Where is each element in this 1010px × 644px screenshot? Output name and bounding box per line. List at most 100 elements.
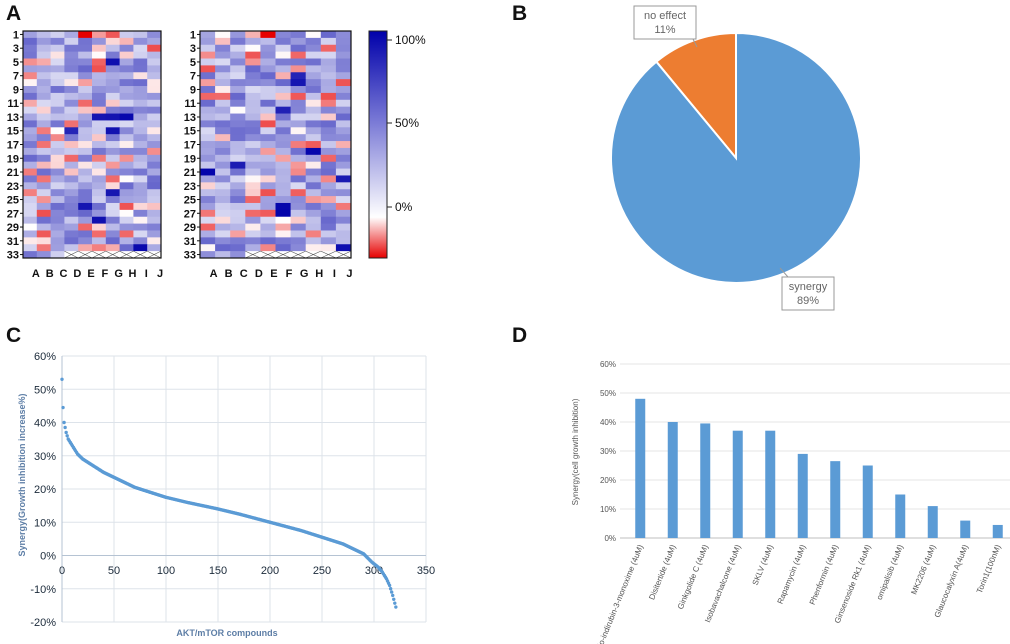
heatmap-cell — [245, 86, 261, 94]
heatmap-left-col-label: C — [60, 268, 68, 280]
heatmap-cell — [230, 51, 246, 59]
heatmap-cell — [335, 147, 352, 156]
pie-leader-line — [692, 38, 698, 48]
heatmap-cell — [133, 189, 148, 197]
heatmap-cell — [78, 31, 93, 39]
heatmap-cell — [245, 223, 261, 231]
heatmap-cell — [305, 58, 322, 66]
heatmap-cell — [290, 51, 307, 59]
heatmap-cell — [105, 99, 120, 108]
heatmap-right-row-label: 33 — [184, 250, 196, 262]
heatmap-cell — [260, 141, 276, 149]
heatmap-cell — [50, 134, 65, 142]
heatmap-cell — [335, 134, 352, 142]
heatmap-cell — [290, 58, 307, 66]
heatmap-cell — [215, 79, 231, 87]
heatmap-cell — [119, 147, 134, 156]
heatmap-cell — [275, 65, 291, 73]
heatmap-cell — [305, 72, 322, 80]
heatmap-cell — [92, 189, 107, 197]
heatmap-cell — [50, 237, 65, 245]
heatmap-cell — [215, 237, 231, 245]
heatmap-cell — [133, 202, 148, 211]
heatmap-cell — [230, 209, 246, 218]
heatmap-cell — [200, 175, 216, 183]
pie-label-no-effect-name: no effect — [644, 10, 686, 22]
heatmap-cell — [147, 237, 162, 245]
heatmap-cell — [119, 196, 134, 204]
heatmap-cell — [215, 72, 231, 80]
bar-ytick-label: 20% — [600, 476, 616, 485]
heatmap-cell — [215, 154, 231, 163]
heatmap-hatch — [305, 250, 321, 259]
heatmap-cell — [64, 106, 79, 114]
heatmap-cell — [23, 196, 38, 204]
heatmap-cell — [105, 175, 120, 183]
panel-label-c: C — [6, 324, 21, 347]
heatmap-cell — [23, 127, 38, 135]
heatmap-cell — [335, 37, 352, 46]
heatmap-cell — [92, 134, 107, 142]
heatmap-cell — [50, 127, 65, 135]
heatmap-cell — [215, 147, 231, 156]
heatmap-right-row-label: 13 — [184, 112, 196, 124]
heatmap-cell — [230, 202, 246, 211]
scatter-point — [63, 425, 67, 430]
heatmap-cell — [78, 37, 93, 46]
heatmap-cell — [50, 99, 65, 108]
heatmap-cell — [275, 86, 291, 94]
scatter-ytick-label: 0% — [40, 551, 56, 563]
heatmap-cell — [64, 31, 79, 39]
bar — [635, 398, 646, 538]
heatmap-cell — [245, 209, 261, 218]
heatmap-cell — [23, 154, 38, 163]
heatmap-cell — [230, 31, 246, 39]
heatmap-cell — [92, 244, 107, 252]
heatmap-cell — [200, 51, 216, 59]
heatmap-cell — [275, 182, 291, 190]
scatter-xtick-label: 200 — [261, 565, 279, 577]
heatmap-cell — [275, 161, 291, 169]
heatmap-cell — [36, 72, 51, 80]
heatmap-cell — [335, 31, 352, 39]
heatmap-left-col-label: F — [102, 268, 109, 280]
heatmap-cell — [290, 209, 307, 218]
heatmap-cell — [260, 72, 276, 80]
scatter-point — [65, 434, 69, 438]
bar-ytick-label: 60% — [600, 360, 616, 369]
heatmap-cell — [23, 168, 38, 176]
heatmap-cell — [64, 147, 79, 156]
heatmap-cell — [215, 65, 231, 73]
heatmap-cell — [260, 92, 276, 101]
heatmap-cell — [119, 106, 134, 114]
heatmap-cell — [147, 175, 162, 183]
bar — [862, 465, 873, 538]
heatmap-cell — [230, 120, 246, 128]
heatmap-cell — [147, 134, 162, 142]
heatmap-cell — [275, 72, 291, 80]
heatmap-left-row-label: 31 — [7, 236, 19, 248]
heatmap-cell — [92, 58, 107, 66]
colorbar-label-0: 0% — [395, 200, 413, 214]
bar — [797, 453, 808, 538]
heatmap-cell — [260, 37, 276, 46]
heatmap-cell — [335, 106, 352, 114]
heatmap-left-col-label: E — [87, 268, 94, 280]
heatmap-cell — [50, 37, 65, 46]
bar-category-label: Disitertide (4uM) — [647, 543, 677, 601]
heatmap-cell — [36, 79, 51, 87]
heatmap-cell — [245, 44, 261, 53]
heatmap-cell — [78, 147, 93, 156]
heatmap-cell — [260, 86, 276, 94]
heatmap-cell — [335, 168, 352, 176]
heatmap-cell — [119, 141, 134, 149]
heatmap-cell — [245, 244, 261, 252]
heatmap-right-row-label: 23 — [184, 181, 196, 193]
heatmap-cell — [133, 106, 148, 114]
heatmap-cell — [64, 79, 79, 87]
heatmap-cell — [36, 182, 51, 190]
heatmap-cell — [245, 106, 261, 114]
heatmap-cell — [245, 134, 261, 142]
heatmap-cell — [200, 196, 216, 204]
heatmap-right-row-label: 19 — [184, 153, 196, 165]
